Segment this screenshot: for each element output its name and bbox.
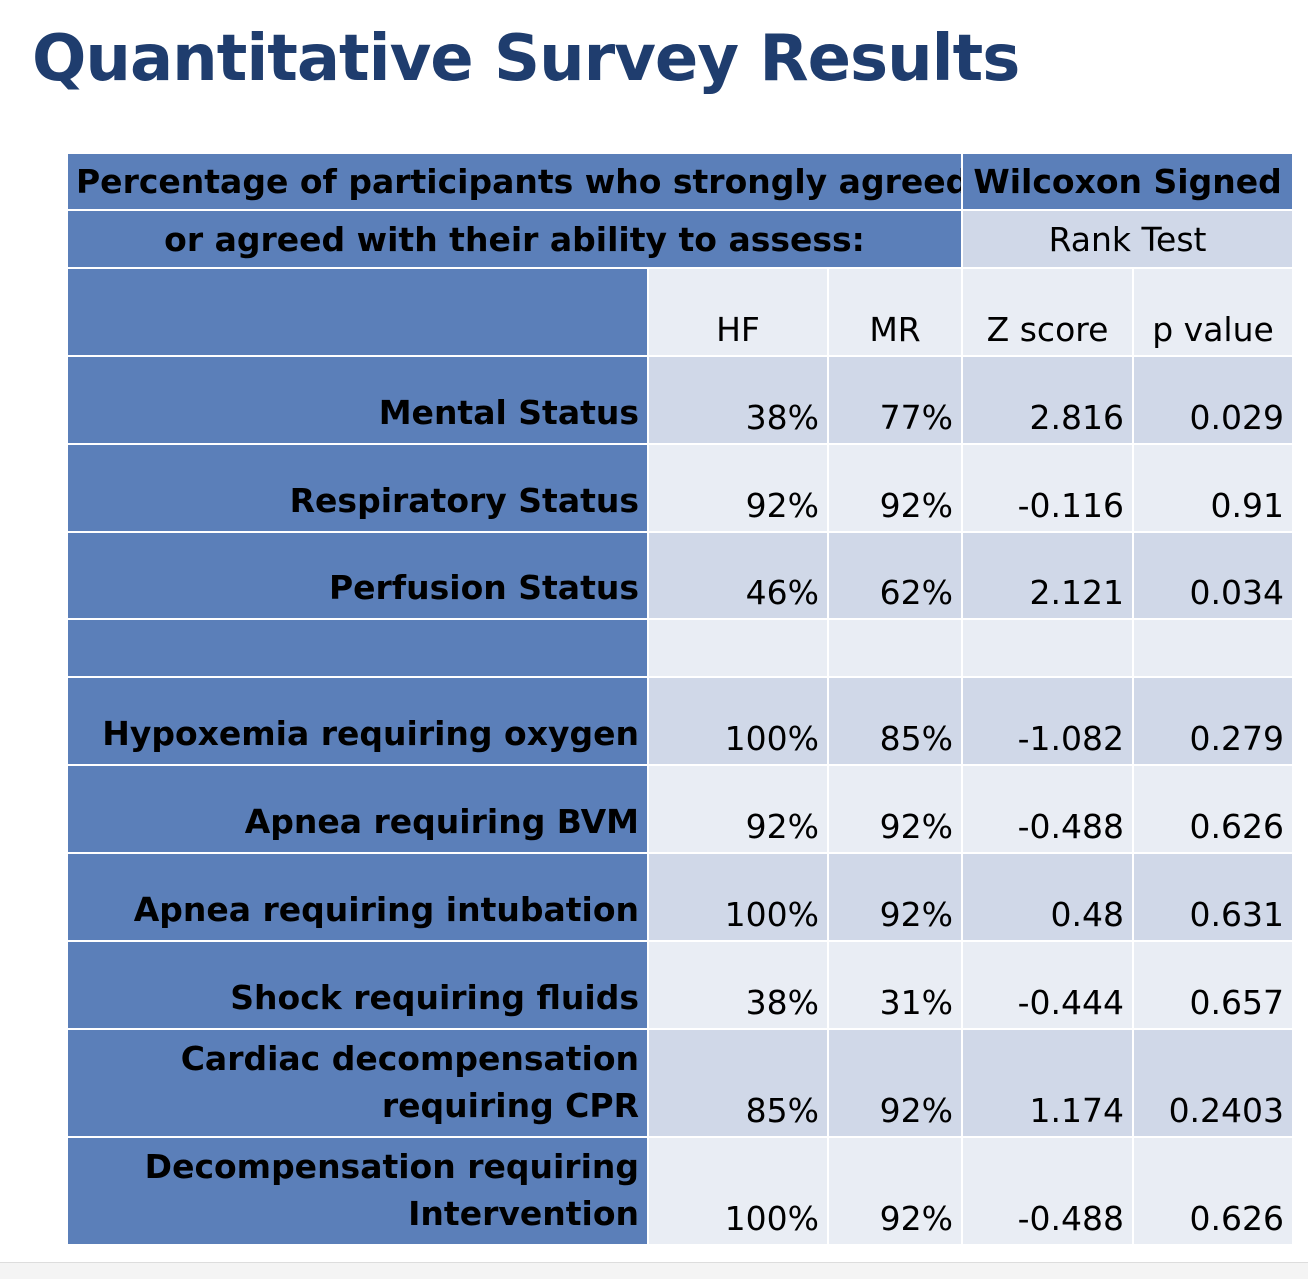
row-label: Respiratory Status bbox=[66, 443, 649, 533]
header-right-line1: Wilcoxon Signed bbox=[961, 152, 1295, 211]
row-label-line: Shock requiring fluids bbox=[230, 978, 639, 1018]
row-label: Mental Status bbox=[66, 355, 649, 445]
p-value-cell: 0.657 bbox=[1132, 940, 1295, 1030]
p-value-cell bbox=[1132, 618, 1295, 678]
z-score-cell: 0.48 bbox=[961, 852, 1135, 942]
row-label: Cardiac decompensation requiring CPR bbox=[66, 1028, 649, 1138]
row-label: Decompensation requiring Intervention bbox=[66, 1136, 649, 1246]
z-score-cell bbox=[961, 618, 1135, 678]
column-header-row: HF MR Z score p value bbox=[66, 267, 1295, 357]
bottom-edge bbox=[0, 1262, 1308, 1279]
column-header-blank bbox=[66, 267, 649, 357]
p-value-cell: 0.279 bbox=[1132, 676, 1295, 766]
row-label-line: Hypoxemia requiring oxygen bbox=[102, 714, 639, 754]
mr-cell: 92% bbox=[826, 852, 964, 942]
header-row-1: Percentage of participants who strongly … bbox=[65, 152, 1295, 211]
table-row: Hypoxemia requiring oxygen 100% 85% -1.082 0… bbox=[66, 676, 1295, 766]
hf-cell: 100% bbox=[647, 676, 829, 766]
mr-cell: 85% bbox=[826, 676, 964, 766]
mr-cell: 62% bbox=[826, 531, 964, 620]
column-header-p-value: p value bbox=[1132, 267, 1295, 357]
mr-cell: 77% bbox=[826, 355, 964, 445]
row-label: Shock requiring fluids bbox=[66, 940, 649, 1030]
z-score-cell: -1.082 bbox=[961, 676, 1135, 766]
table-row: Decompensation requiring Intervention 100%… bbox=[66, 1136, 1295, 1246]
p-value-cell: 0.631 bbox=[1132, 852, 1295, 942]
mr-cell: 92% bbox=[826, 1028, 964, 1138]
table-row: Cardiac decompensation requiring CPR 85% 92… bbox=[66, 1028, 1295, 1138]
hf-cell: 100% bbox=[647, 852, 829, 942]
z-score-cell: 2.121 bbox=[961, 531, 1135, 620]
mr-cell bbox=[826, 618, 964, 678]
row-label-line: Apnea requiring intubation bbox=[133, 890, 639, 930]
row-label-line: Intervention bbox=[408, 1194, 639, 1234]
header-left-line1: Percentage of participants who strongly … bbox=[65, 152, 964, 211]
mr-cell: 92% bbox=[826, 1136, 964, 1246]
hf-cell bbox=[647, 618, 829, 678]
hf-cell: 38% bbox=[647, 355, 829, 445]
row-label-line: Decompensation requiring bbox=[144, 1147, 639, 1187]
row-label bbox=[66, 618, 649, 678]
row-label: Apnea requiring intubation bbox=[66, 852, 649, 942]
row-label-line: Respiratory Status bbox=[289, 481, 639, 521]
z-score-cell: -0.116 bbox=[961, 443, 1135, 533]
z-score-cell: 1.174 bbox=[961, 1028, 1135, 1138]
hf-cell: 38% bbox=[647, 940, 829, 1030]
mr-cell: 92% bbox=[826, 443, 964, 533]
p-value-cell: 0.626 bbox=[1132, 764, 1295, 854]
column-header-hf: HF bbox=[647, 267, 829, 357]
header-left-line2: or agreed with their ability to assess: bbox=[65, 209, 964, 269]
hf-cell: 100% bbox=[647, 1136, 829, 1246]
results-table: Percentage of participants who strongly … bbox=[65, 152, 1295, 1246]
hf-cell: 46% bbox=[647, 531, 829, 620]
p-value-cell: 0.2403 bbox=[1132, 1028, 1295, 1138]
row-label-line: Cardiac decompensation bbox=[180, 1039, 639, 1079]
hf-cell: 92% bbox=[647, 764, 829, 854]
hf-cell: 92% bbox=[647, 443, 829, 533]
hf-cell: 85% bbox=[647, 1028, 829, 1138]
z-score-cell: 2.816 bbox=[961, 355, 1135, 445]
row-label-line: requiring CPR bbox=[381, 1086, 639, 1126]
z-score-cell: -0.488 bbox=[961, 1136, 1135, 1246]
z-score-cell: -0.444 bbox=[961, 940, 1135, 1030]
p-value-cell: 0.034 bbox=[1132, 531, 1295, 620]
row-label: Hypoxemia requiring oxygen bbox=[66, 676, 649, 766]
table-row: Shock requiring fluids 38% 31% -0.444 0.657 bbox=[66, 940, 1295, 1030]
z-score-cell: -0.488 bbox=[961, 764, 1135, 854]
mr-cell: 31% bbox=[826, 940, 964, 1030]
p-value-cell: 0.626 bbox=[1132, 1136, 1295, 1246]
page-title: Quantitative Survey Results bbox=[32, 22, 1020, 96]
table-row: Apnea requiring intubation 100% 92% 0.48 0.6… bbox=[66, 852, 1295, 942]
table-row: Mental Status 38% 77% 2.816 0.029 bbox=[66, 355, 1295, 445]
p-value-cell: 0.91 bbox=[1132, 443, 1295, 533]
column-header-z-score: Z score bbox=[961, 267, 1135, 357]
table-row: Respiratory Status 92% 92% -0.116 0.91 bbox=[66, 443, 1295, 533]
header-right-line2: Rank Test bbox=[961, 209, 1295, 269]
row-label-line: Mental Status bbox=[378, 393, 639, 433]
header-row-2: or agreed with their ability to assess: … bbox=[65, 209, 1295, 269]
row-label-line: Apnea requiring BVM bbox=[244, 802, 639, 842]
row-label: Apnea requiring BVM bbox=[66, 764, 649, 854]
table-row bbox=[66, 618, 1295, 678]
row-label: Perfusion Status bbox=[66, 531, 649, 620]
row-label-line: Perfusion Status bbox=[328, 568, 639, 608]
column-header-mr: MR bbox=[826, 267, 964, 357]
table-row: Perfusion Status 46% 62% 2.121 0.034 bbox=[66, 531, 1295, 620]
p-value-cell: 0.029 bbox=[1132, 355, 1295, 445]
mr-cell: 92% bbox=[826, 764, 964, 854]
table-row: Apnea requiring BVM 92% 92% -0.488 0.626 bbox=[66, 764, 1295, 854]
